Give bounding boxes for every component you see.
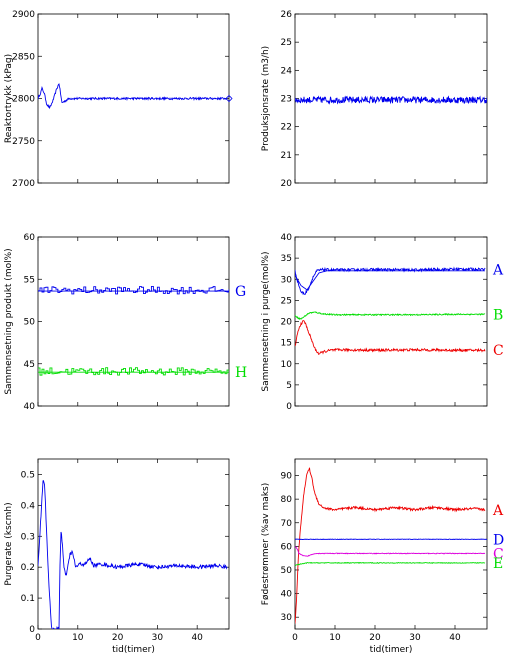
series-tag-label: C <box>493 343 504 359</box>
x-tick-label: 30 <box>409 633 421 643</box>
plot-frame <box>294 458 488 630</box>
y-tick-label: 40 <box>281 233 293 243</box>
x-tick-label: 0 <box>35 633 41 643</box>
series-line-3 <box>295 311 486 320</box>
y-tick-label: 20 <box>281 179 293 189</box>
y-tick-label: 23 <box>281 95 292 105</box>
x-tick-label: 10 <box>329 633 341 643</box>
y-tick-label: 15 <box>281 339 292 349</box>
y-tick-label: 60 <box>281 542 293 552</box>
x-tick-label: 30 <box>152 633 164 643</box>
series-line-1 <box>38 83 228 110</box>
y-tick-label: 25 <box>281 38 292 48</box>
y-tick-label: 45 <box>24 360 35 370</box>
y-tick-label: 2800 <box>12 95 35 105</box>
chart-panel-4: 0 5 10 15 20 25 30 35 40 Sammensetning i purge(mo… <box>261 233 504 412</box>
y-tick-label: 2900 <box>12 10 35 20</box>
plot-frame <box>37 236 230 407</box>
series-tag-label: D <box>493 532 504 548</box>
y-tick-label: 5 <box>286 381 292 391</box>
y-tick-label: 0.4 <box>21 501 36 511</box>
y-tick-label: 60 <box>24 233 36 243</box>
series-tag-label: H <box>235 365 247 381</box>
y-tick-label: 50 <box>24 318 36 328</box>
x-tick-label: 40 <box>449 633 461 643</box>
chart-panel-1: 2700 2750 2800 2850 2900 Reaktortrykk (kPag) <box>4 10 233 189</box>
y-tick-label: 50 <box>281 566 293 576</box>
chart-panel-3: 40 45 50 55 60 Sammensetning produkt (mol%) G H <box>4 233 247 412</box>
y-axis-label: Reaktortrykk (kPag) <box>4 54 14 143</box>
chart-panel-2: 20 21 22 23 24 25 26 Produksjonsrate (m3/h) <box>261 10 488 189</box>
y-tick-label: 70 <box>281 519 293 529</box>
series-line-4 <box>295 320 486 355</box>
y-tick-label: 40 <box>281 590 293 600</box>
series-tag-label: B <box>493 307 503 323</box>
series-line-1 <box>295 95 487 105</box>
plot-frame <box>37 458 230 630</box>
y-tick-label: 0.2 <box>21 563 35 573</box>
series-tag-label: A <box>492 263 504 279</box>
series-line-3 <box>295 546 486 557</box>
y-tick-label: 2750 <box>12 137 35 147</box>
series-tag-label: G <box>235 284 246 300</box>
y-tick-label: 30 <box>281 613 293 623</box>
series-tag-label: C <box>493 546 504 562</box>
y-tick-label: 24 <box>281 66 293 76</box>
series-tag-label: A <box>492 503 504 519</box>
series-line-2 <box>295 270 485 291</box>
x-tick-label: 20 <box>369 633 381 643</box>
x-tick-label: 0 <box>292 633 298 643</box>
y-tick-label: 90 <box>281 472 293 482</box>
y-tick-label: 55 <box>24 275 35 285</box>
series-line-3 <box>38 367 229 376</box>
series-tag-label: E <box>493 556 503 572</box>
y-tick-label: 0.3 <box>21 532 35 542</box>
end-marker <box>225 94 233 103</box>
series-line-1 <box>295 467 486 624</box>
y-axis-label: Purgerate (kscmh) <box>4 502 14 585</box>
y-tick-label: 21 <box>281 151 292 161</box>
x-axis-label: tid(timer) <box>112 645 155 655</box>
y-axis-label: Sammensetning produkt (mol%) <box>4 248 14 394</box>
x-tick-label: 20 <box>112 633 124 643</box>
y-axis-label: Sammensetning i purge(mol%) <box>261 251 271 391</box>
plot-frame <box>294 236 488 407</box>
y-tick-label: 26 <box>281 10 293 20</box>
y-tick-label: 0.1 <box>21 594 35 604</box>
y-tick-label: 20 <box>281 318 293 328</box>
y-tick-label: 30 <box>281 275 293 285</box>
chart-panel-6: 30 40 50 60 70 80 90 0 10 20 30 40 Fødestrømmer (%av… <box>261 458 504 655</box>
series-line-1 <box>295 266 486 296</box>
y-axis-label: Fødestrømmer (%av maks) <box>261 483 271 605</box>
x-axis-label: tid(timer) <box>370 645 413 655</box>
y-tick-label: 10 <box>281 360 293 370</box>
series-line-4 <box>295 561 486 566</box>
y-tick-label: 25 <box>281 296 292 306</box>
y-axis-label: Produksjonsrate (m3/h) <box>261 46 271 151</box>
y-tick-label: 0 <box>286 402 292 412</box>
y-tick-label: 2700 <box>12 179 35 189</box>
y-tick-label: 80 <box>281 495 293 505</box>
y-tick-label: 40 <box>24 402 36 412</box>
chart-panel-5: 0 0.1 0.2 0.3 0.4 0.5 0 10 20 30 40 Purgerate (kscm… <box>4 458 230 655</box>
y-tick-label: 0.5 <box>21 470 35 480</box>
y-tick-label: 22 <box>281 123 292 133</box>
y-tick-label: 2850 <box>12 52 35 62</box>
x-tick-label: 40 <box>191 633 203 643</box>
y-tick-label: 0 <box>29 625 35 635</box>
series-line-1 <box>38 480 228 629</box>
series-line-1 <box>38 286 229 295</box>
x-tick-label: 10 <box>72 633 84 643</box>
y-tick-label: 35 <box>281 254 292 264</box>
